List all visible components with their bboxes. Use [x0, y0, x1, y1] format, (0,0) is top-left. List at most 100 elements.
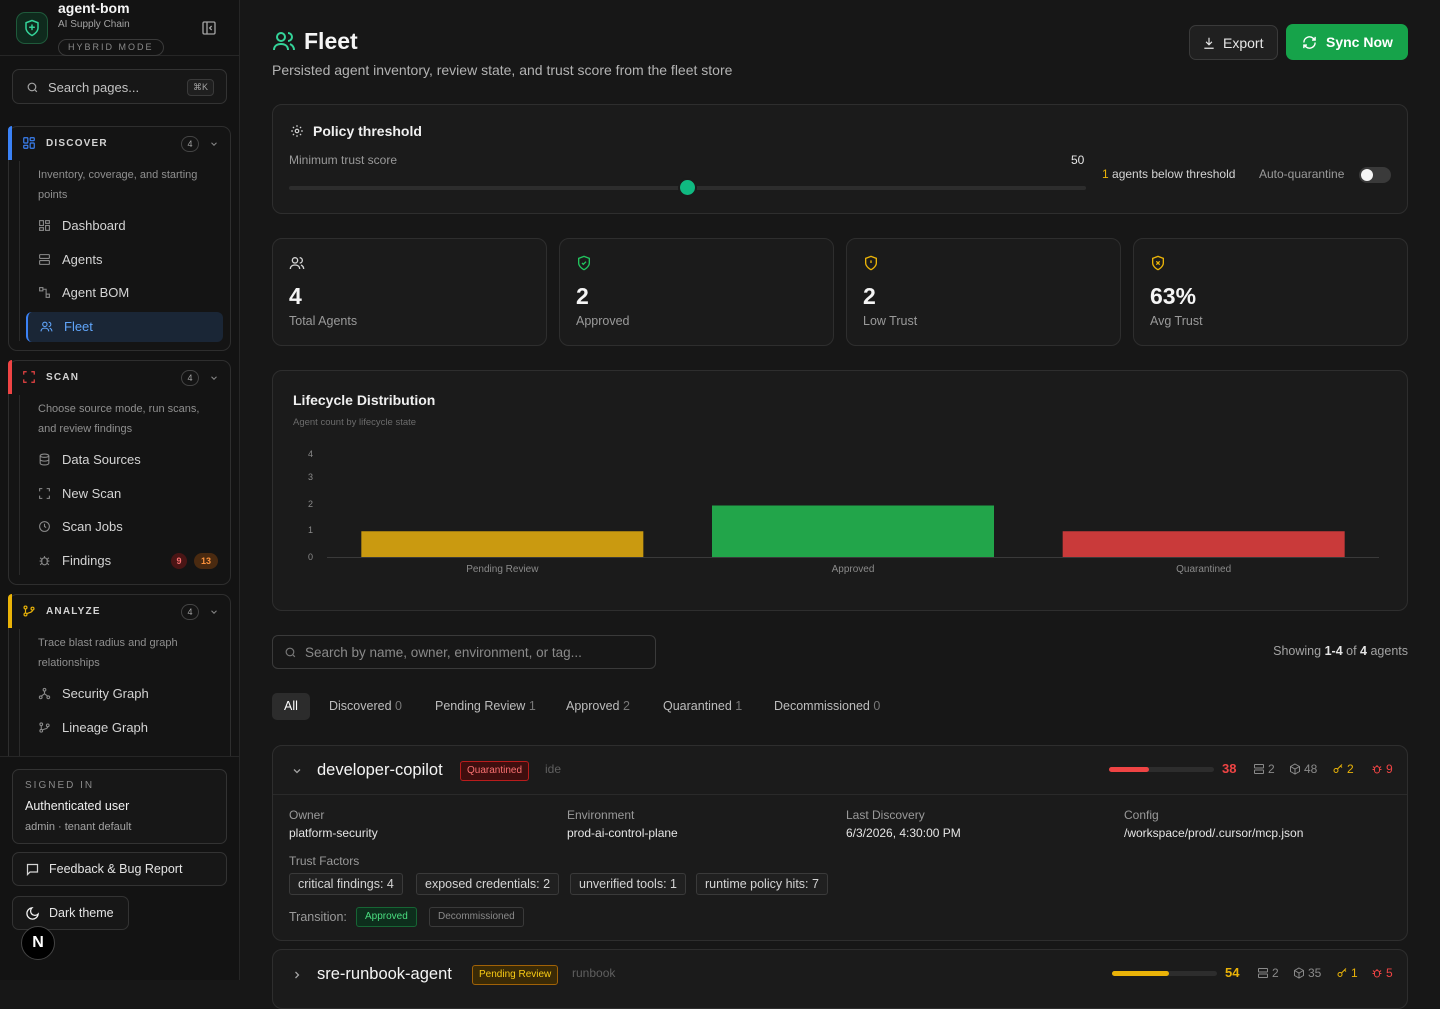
tab-count: 0: [873, 699, 881, 713]
below-threshold-text: 1 agents below threshold: [1102, 167, 1235, 181]
package-icon: [1290, 763, 1300, 775]
tab-label: Discovered: [329, 699, 392, 713]
min-trust-label: Minimum trust score: [289, 153, 398, 167]
tab-discovered[interactable]: Discovered 0: [329, 693, 402, 720]
nav-data-sources[interactable]: Data Sources: [26, 445, 223, 475]
status-badge: Quarantined: [460, 761, 530, 781]
nav-agent-bom[interactable]: Agent BOM: [26, 278, 223, 308]
group-analyze: ANALYZE 4 Trace blast radius and graph r…: [8, 594, 231, 789]
server-count: 2: [1257, 966, 1279, 980]
export-label: Export: [1223, 35, 1264, 51]
y-tick-label: 4: [308, 449, 313, 459]
group-analyze-header[interactable]: ANALYZE 4: [8, 594, 230, 629]
feedback-label: Feedback & Bug Report: [49, 862, 183, 876]
nav-new-scan[interactable]: New Scan: [26, 479, 223, 509]
tab-label: Decommissioned: [774, 699, 870, 713]
shield-check-icon: [576, 255, 592, 271]
showing-count: Showing 1-4 of 4 agents: [1140, 644, 1408, 658]
sync-now-button[interactable]: Sync Now: [1286, 24, 1408, 60]
group-scan-header[interactable]: SCAN 4: [8, 360, 230, 395]
group-description: Choose source mode, run scans, and revie…: [38, 403, 200, 435]
group-discover-header[interactable]: DISCOVER 4: [8, 126, 230, 161]
nav-label: Data Sources: [62, 452, 141, 467]
search-placeholder: Search pages...: [48, 80, 140, 95]
trust-score: 54: [1225, 965, 1240, 980]
nav-security-graph[interactable]: Security Graph: [26, 679, 223, 709]
chevron-down-icon: [209, 373, 219, 383]
policy-title: Policy threshold: [313, 123, 422, 139]
tab-label: Approved: [566, 699, 620, 713]
transition-decommissioned-button[interactable]: Decommissioned: [429, 907, 524, 927]
chevron-right-icon[interactable]: [291, 969, 303, 981]
tab-decommissioned[interactable]: Decommissioned 0: [774, 693, 880, 720]
server-icon: [1258, 968, 1268, 978]
credential-count-value: 1: [1351, 966, 1358, 980]
stat-value: 63%: [1150, 283, 1197, 309]
collapse-sidebar-icon[interactable]: [201, 20, 217, 36]
group-count: 4: [181, 136, 199, 152]
stat-label: Low Trust: [863, 314, 918, 328]
trust-factor-chip: runtime policy hits: 7: [696, 873, 828, 895]
stat-label: Avg Trust: [1150, 314, 1203, 328]
git-branch-icon: [38, 721, 51, 734]
nav-agents[interactable]: Agents: [26, 245, 223, 275]
group-accent: [8, 126, 12, 160]
theme-toggle-button[interactable]: Dark theme: [12, 896, 129, 930]
nav-scan-jobs[interactable]: Scan Jobs: [26, 512, 223, 542]
trust-factor-chip: exposed credentials: 2: [416, 873, 560, 895]
signed-in-meta: admin · tenant default: [25, 821, 132, 833]
nav-dashboard[interactable]: Dashboard: [26, 211, 223, 241]
agent-search-input[interactable]: Search by name, owner, environment, or t…: [272, 635, 656, 669]
auto-quarantine-label: Auto-quarantine: [1259, 167, 1345, 181]
stat-card-avg-trust: 63% Avg Trust: [1133, 238, 1408, 346]
credential-count: 1: [1336, 966, 1358, 980]
transition-approved-button[interactable]: Approved: [356, 907, 417, 927]
scan-icon: [38, 487, 51, 500]
stat-card-low-trust: 2 Low Trust: [846, 238, 1121, 346]
package-count-value: 35: [1308, 966, 1322, 980]
bug-icon: [38, 554, 51, 567]
bug-icon: [1372, 969, 1382, 978]
showing-prefix: Showing: [1273, 644, 1325, 658]
feedback-button[interactable]: Feedback & Bug Report: [12, 852, 227, 886]
package-count: 48: [1289, 762, 1317, 776]
trust-bar: [1112, 971, 1217, 976]
agent-card-header[interactable]: sre-runbook-agent Pending Review runbook…: [273, 950, 1407, 999]
tab-all[interactable]: All: [272, 693, 310, 720]
nav-findings[interactable]: Findings 9 13: [26, 546, 223, 576]
critical-count-badge: 9: [171, 553, 187, 569]
nav-lineage-graph[interactable]: Lineage Graph: [26, 713, 223, 743]
tab-pending-review[interactable]: Pending Review 1: [435, 693, 536, 720]
brand-header: agent-bom AI Supply Chain HYBRID MODE: [0, 0, 239, 56]
sync-label: Sync Now: [1326, 34, 1393, 50]
tab-quarantined[interactable]: Quarantined 1: [663, 693, 742, 720]
avatar[interactable]: N: [21, 926, 55, 960]
agent-card-header[interactable]: developer-copilot Quarantined ide 38 2 4…: [273, 746, 1407, 795]
package-count-value: 48: [1304, 762, 1318, 776]
page-title: Fleet: [304, 28, 358, 54]
tab-approved[interactable]: Approved 2: [566, 693, 630, 720]
moon-icon: [25, 906, 40, 921]
nav-label: New Scan: [62, 486, 122, 501]
group-accent: [8, 360, 12, 394]
y-tick-label: 0: [308, 552, 313, 562]
chevron-down-icon[interactable]: [291, 765, 303, 777]
export-button[interactable]: Export: [1189, 25, 1278, 60]
trust-slider-handle[interactable]: [680, 180, 695, 195]
search-icon: [284, 646, 297, 659]
trust-factor-chip: critical findings: 4: [289, 873, 403, 895]
group-title: DISCOVER: [46, 138, 108, 149]
group-discover: DISCOVER 4 Inventory, coverage, and star…: [8, 126, 231, 351]
nav-fleet[interactable]: Fleet: [26, 312, 223, 342]
chart-title: Lifecycle Distribution: [293, 392, 436, 408]
vuln-count: 5: [1371, 966, 1393, 980]
refresh-icon: [1302, 35, 1317, 50]
auto-quarantine-toggle[interactable]: [1359, 167, 1391, 183]
trust-score: 38: [1222, 761, 1237, 776]
page-search[interactable]: Search pages... ⌘K: [12, 69, 227, 104]
server-count: 2: [1253, 762, 1275, 776]
tab-count: 1: [735, 699, 743, 713]
bar-quarantined: [1062, 531, 1345, 557]
transition-label: Transition:: [289, 910, 347, 924]
agent-kind: ide: [545, 762, 562, 776]
